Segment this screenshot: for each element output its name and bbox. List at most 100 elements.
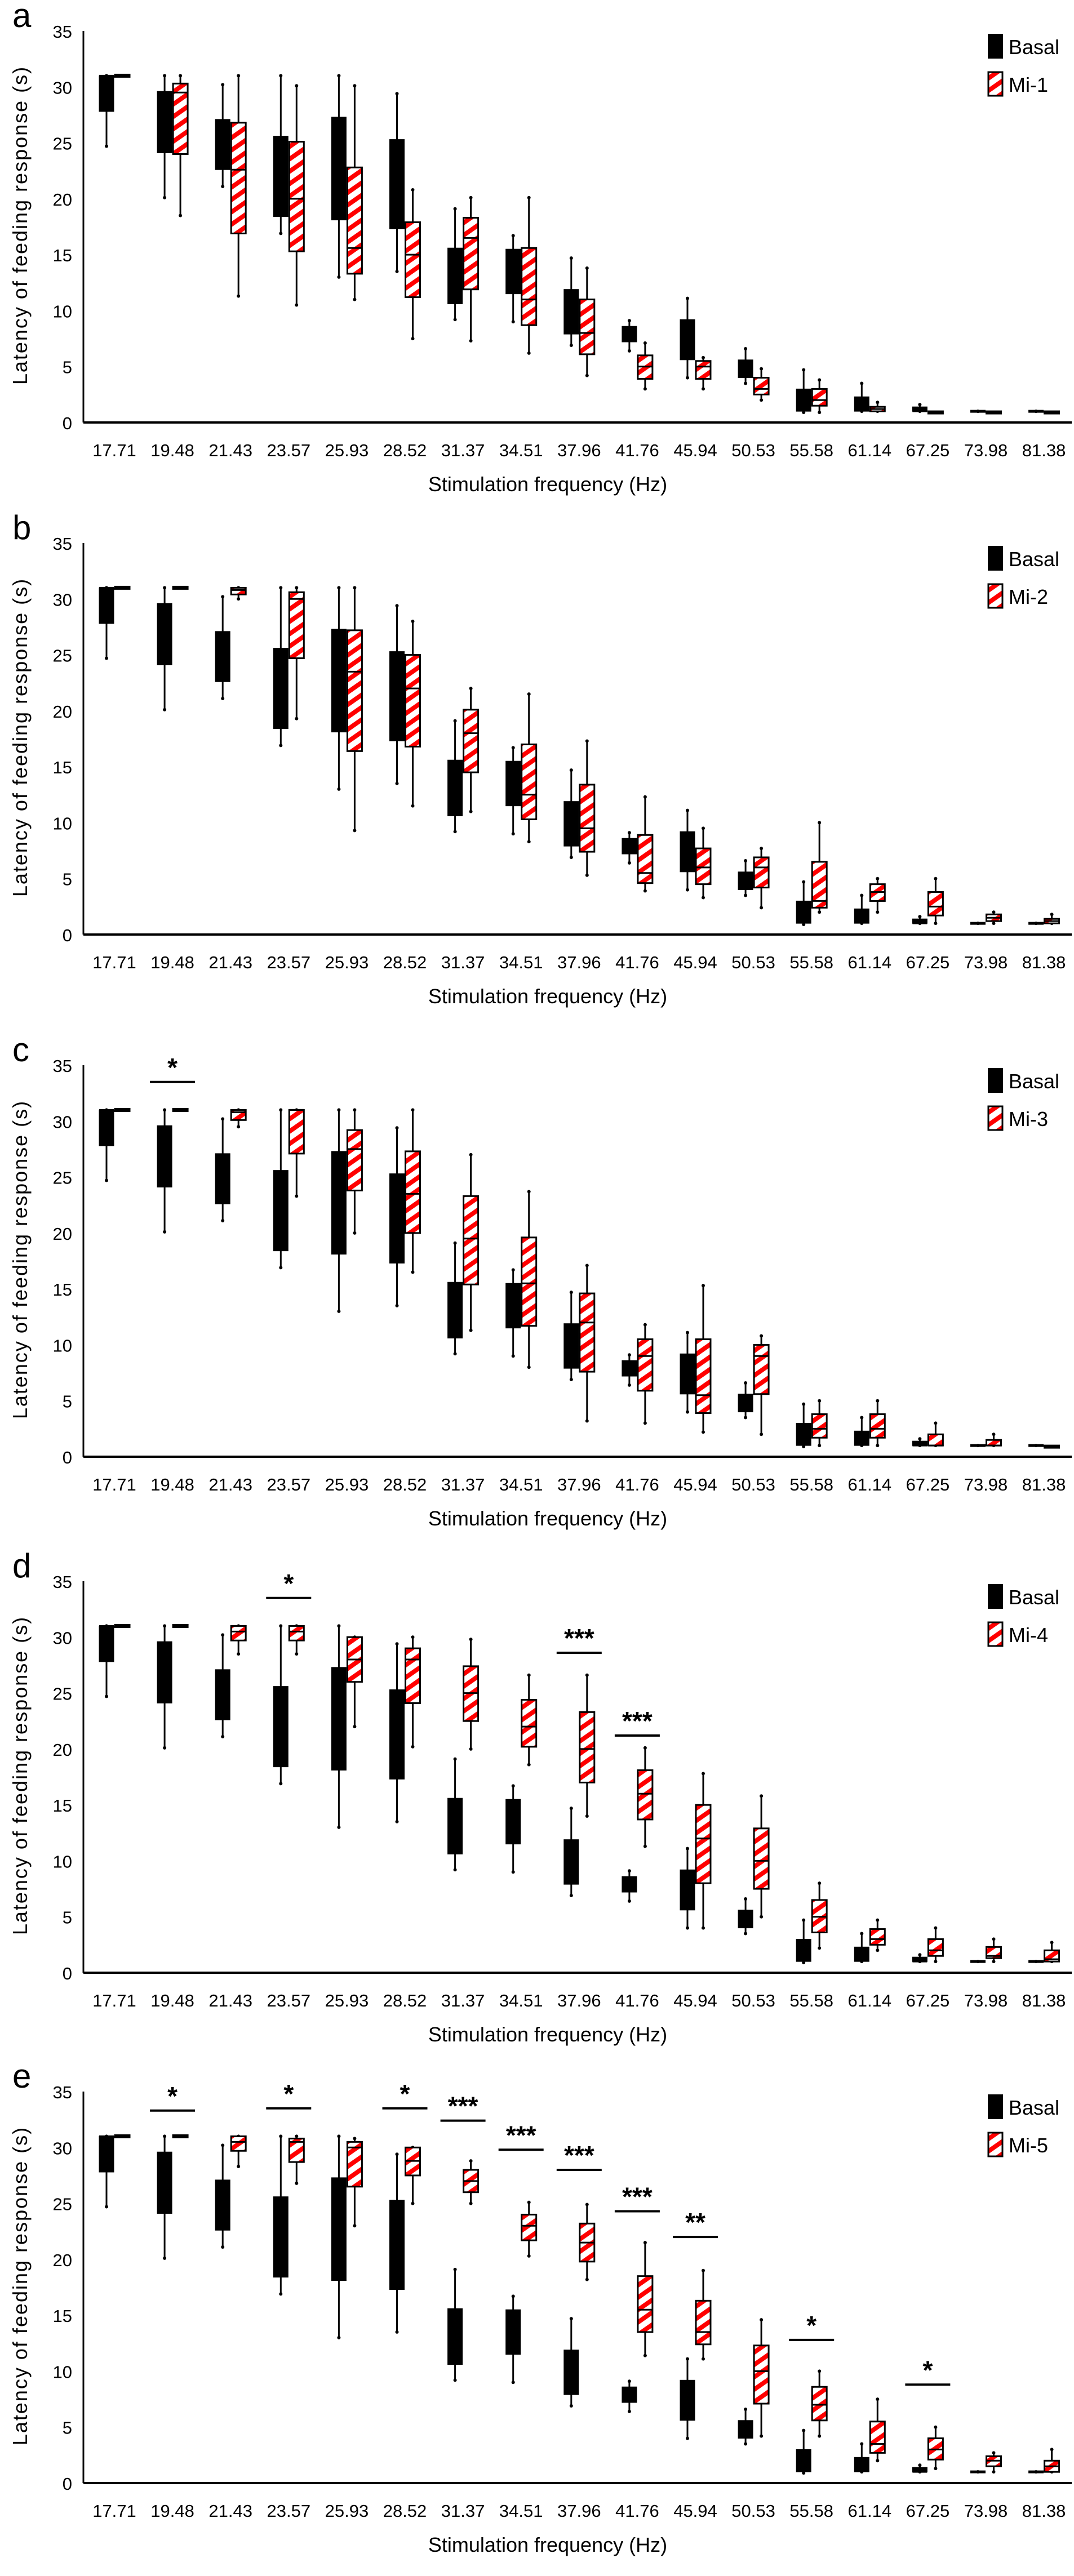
- whisker-cap: [992, 2451, 996, 2455]
- treatment-box-81.38: [1044, 1941, 1060, 1964]
- treatment-box-81.38: [1044, 1444, 1060, 1449]
- box: [927, 891, 944, 916]
- significance-stars: ***: [622, 1706, 653, 1736]
- basal-box-61.14: [854, 1416, 869, 1448]
- basal-box-23.57: [273, 586, 289, 748]
- whisker-cap: [295, 84, 299, 88]
- whisker-cap: [337, 1309, 341, 1313]
- box-plot-chart: d 0 5 10 15 20 25 30 35 17.71 19.48 21.43 23.57 25.93…: [8, 1547, 1072, 2046]
- whisker-cap: [527, 1190, 531, 1194]
- x-tick-label: 31.37: [441, 1475, 485, 1494]
- basal-box-19.48: [157, 2134, 172, 2260]
- legend-label-treatment: Mi-1: [1009, 73, 1048, 96]
- basal-box-31.37: [447, 719, 463, 834]
- x-tick-label: 19.48: [150, 2501, 194, 2521]
- y-tick-label: 20: [53, 190, 72, 210]
- whisker-cap: [643, 341, 647, 345]
- box: [447, 2308, 463, 2365]
- treatment-box-55.58: [811, 2369, 828, 2438]
- basal-box-17.71: [99, 1624, 114, 1698]
- box: [215, 631, 230, 682]
- whisker-cap: [643, 2241, 647, 2245]
- whisker-cap: [585, 2277, 589, 2281]
- box: [622, 838, 637, 855]
- whisker-cap: [395, 604, 399, 608]
- basal-box-34.51: [505, 1784, 521, 1874]
- treatment-box-73.98: [986, 1937, 1002, 1964]
- whisker-cap: [353, 2224, 357, 2228]
- panel-label: e: [12, 2061, 31, 2095]
- box: [869, 1413, 886, 1439]
- box: [230, 1625, 247, 1641]
- basal-box-17.71: [99, 2134, 114, 2209]
- significance-stars: ***: [564, 1623, 594, 1653]
- whisker-cap: [453, 2267, 457, 2271]
- box: [854, 1430, 869, 1446]
- whisker-cap: [876, 877, 880, 880]
- box: [869, 2421, 886, 2454]
- box: [505, 2309, 521, 2355]
- basal-box-45.94: [680, 1847, 695, 1930]
- whisker-cap: [818, 1946, 822, 1950]
- legend-swatch-basal: [988, 1068, 1003, 1093]
- whisker-cap: [221, 1735, 225, 1739]
- whisker-cap: [1050, 2448, 1054, 2452]
- x-tick-label: 81.38: [1022, 2501, 1066, 2521]
- treatment-box-73.98: [986, 410, 1002, 415]
- whisker-cap: [237, 294, 241, 298]
- treatment-box-41.76: [637, 1746, 654, 1848]
- x-tick-label: 34.51: [499, 1991, 543, 2010]
- basal-box-50.53: [738, 858, 753, 897]
- x-tick-label: 28.52: [383, 1991, 427, 2010]
- treatment-box-25.93: [346, 1635, 363, 1729]
- basal-box-67.25: [912, 1953, 927, 1964]
- whisker-cap: [934, 922, 938, 926]
- whisker-cap: [395, 1642, 399, 1646]
- whisker-cap: [395, 269, 399, 273]
- basal-box-25.93: [331, 1108, 347, 1313]
- y-tick-label: 5: [63, 2418, 72, 2438]
- whisker-cap: [527, 1763, 531, 1767]
- whisker-cap: [163, 1230, 167, 1234]
- box: [637, 1338, 654, 1392]
- x-tick-label: 81.38: [1022, 1475, 1066, 1494]
- x-tick-label: 41.76: [615, 1475, 659, 1494]
- whisker-cap: [569, 1377, 573, 1381]
- basal-box-81.38: [1028, 1444, 1044, 1448]
- significance-stars: **: [685, 2208, 705, 2237]
- x-tick-label: 34.51: [499, 953, 543, 972]
- whisker-cap: [860, 893, 864, 897]
- legend-swatch-treatment: [987, 1621, 1004, 1647]
- box-plot-chart: c 0 5 10 15 20 25 30 35 17.71 19.48 21.43 23.57 25.93…: [8, 1031, 1072, 1530]
- treatment-box-21.43: [230, 586, 247, 601]
- x-tick-label: 17.71: [92, 1475, 136, 1494]
- treatment-box-55.58: [811, 1399, 828, 1448]
- legend-label-treatment: Mi-4: [1009, 1623, 1048, 1647]
- x-tick-label: 31.37: [441, 2501, 485, 2521]
- treatment-box-45.94: [695, 1284, 712, 1434]
- whisker-cap: [453, 1241, 457, 1245]
- box: [811, 2386, 828, 2422]
- whisker-cap: [395, 1303, 399, 1307]
- treatment-box-67.25: [927, 1926, 944, 1964]
- x-tick-label: 81.38: [1022, 953, 1066, 972]
- x-tick-label: 37.96: [557, 1475, 601, 1494]
- treatment-box-41.76: [637, 341, 654, 391]
- treatment-box-37.96: [579, 2203, 596, 2281]
- box: [579, 1292, 596, 1373]
- whisker-cap: [876, 1918, 880, 1922]
- legend-label-basal: Basal: [1009, 548, 1059, 571]
- box: [331, 2177, 347, 2281]
- box: [405, 221, 421, 299]
- x-tick-label: 73.98: [964, 1475, 1008, 1494]
- x-tick-label: 23.57: [267, 1991, 311, 2010]
- box: [680, 831, 695, 873]
- whisker-cap: [221, 1633, 225, 1637]
- whisker-cap: [295, 1194, 299, 1198]
- whisker-cap: [527, 1365, 531, 1369]
- basal-box-41.76: [622, 831, 637, 865]
- basal-box-19.48: [157, 586, 172, 711]
- y-tick-label: 10: [53, 813, 72, 833]
- whisker-cap: [469, 1153, 473, 1156]
- whisker-cap: [918, 403, 922, 407]
